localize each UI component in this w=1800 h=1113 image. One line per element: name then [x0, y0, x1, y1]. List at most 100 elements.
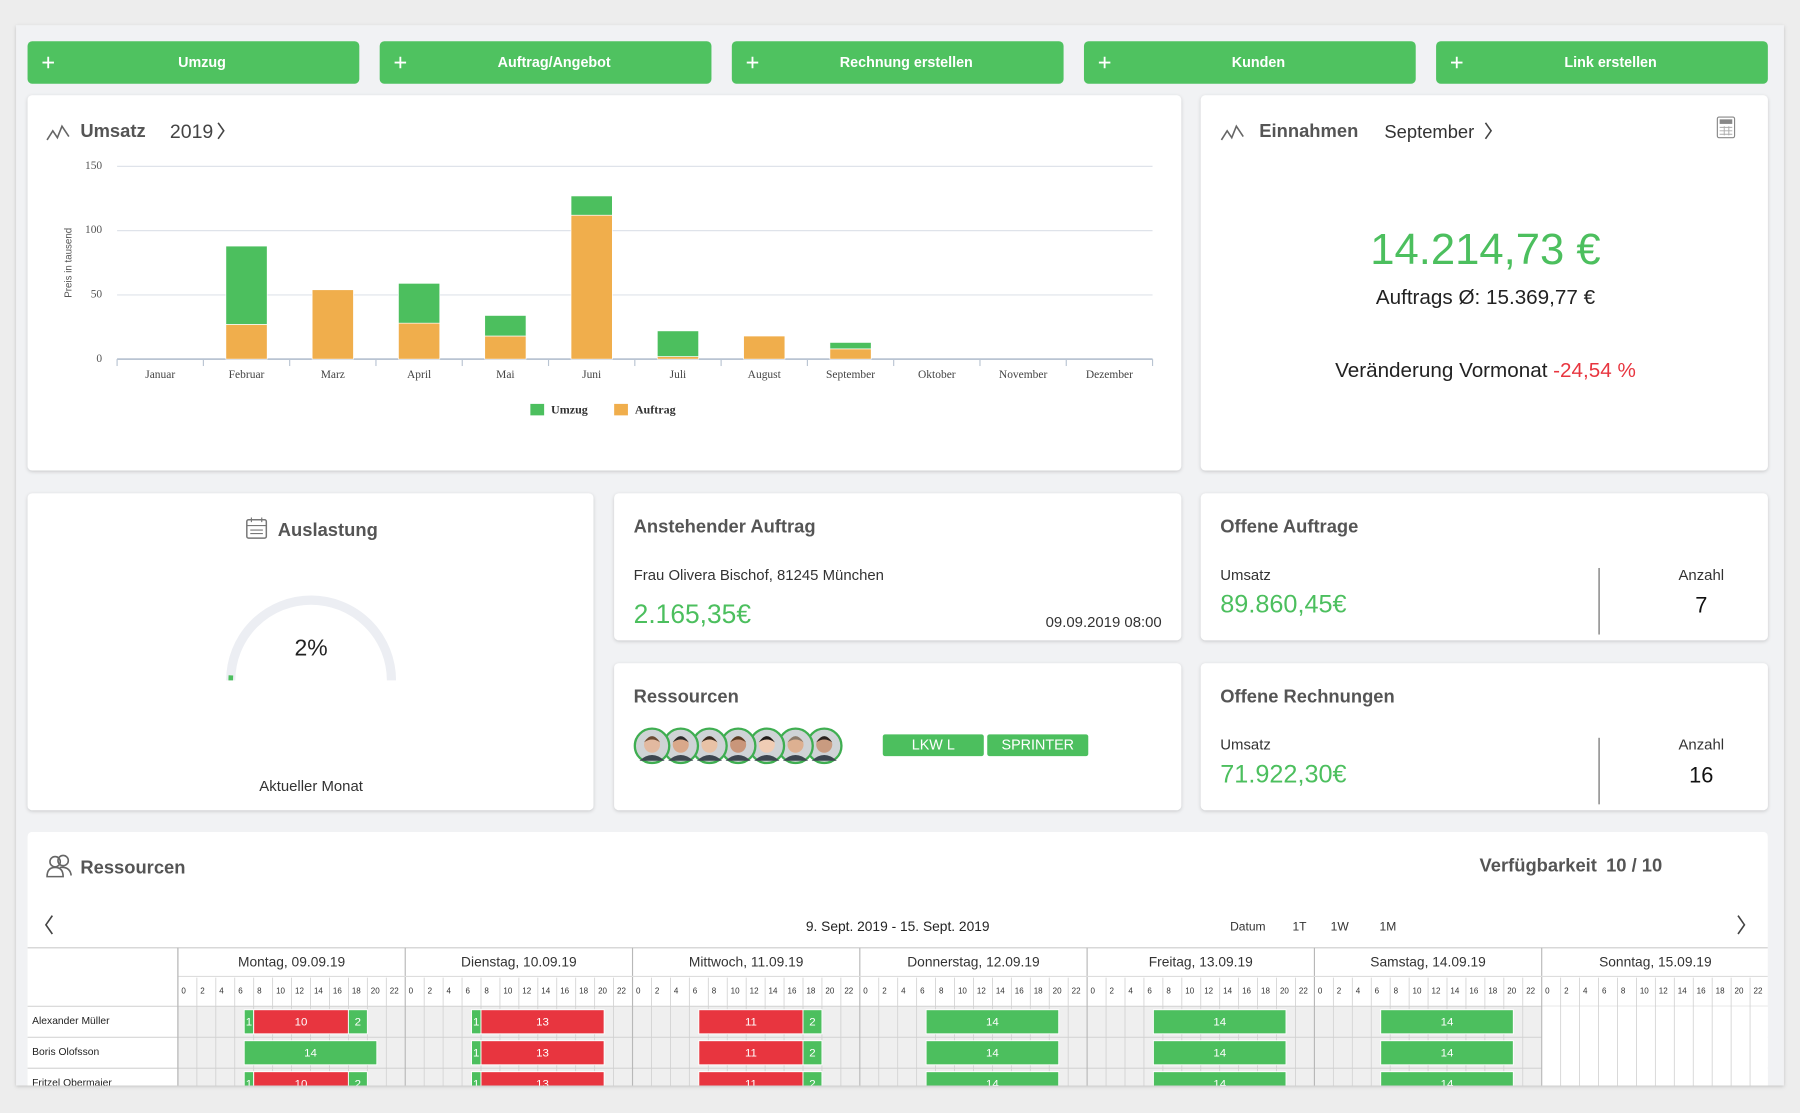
avatar[interactable] — [777, 727, 814, 765]
booking-label: 14 — [1213, 1016, 1226, 1028]
vehicle-tag[interactable] — [882, 734, 984, 757]
hour-label: 14 — [996, 986, 1005, 995]
booking-block[interactable] — [925, 1040, 1060, 1066]
booking-block[interactable] — [1152, 1040, 1287, 1066]
booking-block[interactable] — [925, 1071, 1060, 1096]
avatar-hair — [816, 736, 833, 743]
hour-label: 10 — [1413, 986, 1422, 995]
auslastung-card — [27, 493, 594, 811]
booking-block[interactable] — [480, 1009, 605, 1035]
booking-block[interactable] — [925, 1009, 1060, 1035]
booking-block[interactable] — [347, 1009, 368, 1035]
card-title: Offene Rechnungen — [1220, 685, 1394, 706]
vehicle-tag[interactable] — [987, 734, 1089, 757]
button-bg — [1083, 41, 1416, 84]
xls-icon[interactable] — [1716, 116, 1736, 139]
offene-rechnungen-card — [1200, 663, 1768, 811]
hour-label: 20 — [598, 986, 607, 995]
hour-label: 18 — [806, 986, 815, 995]
next-year[interactable] — [217, 122, 225, 140]
hour-label: 14 — [769, 986, 778, 995]
booking-block[interactable] — [253, 1009, 349, 1035]
action-button[interactable]: Kunden — [1083, 41, 1416, 84]
hour-label: 6 — [465, 986, 470, 995]
chart-period[interactable]: 2019 — [170, 121, 213, 143]
view-option[interactable]: 1M — [1380, 919, 1397, 933]
view-option[interactable]: 1T — [1292, 919, 1307, 933]
hour-label: 8 — [1621, 986, 1626, 995]
legend-swatch — [530, 403, 545, 416]
next-month[interactable] — [1484, 122, 1493, 140]
avatar[interactable] — [805, 727, 843, 765]
avatar[interactable] — [719, 727, 757, 765]
avatar-body — [639, 755, 665, 761]
hour-label: 22 — [1526, 986, 1535, 995]
booking-label: 14 — [1441, 1047, 1454, 1059]
day-label: Freitag, 13.09.19 — [1149, 954, 1253, 969]
x-tick-label: Mai — [496, 369, 514, 381]
hour-label: 4 — [1356, 986, 1361, 995]
booking-label: 2 — [809, 1047, 815, 1059]
booking-block[interactable] — [243, 1040, 378, 1066]
avatar[interactable] — [633, 727, 671, 765]
avatar[interactable] — [748, 727, 786, 765]
action-button[interactable]: Umzug — [27, 41, 360, 84]
booking-block[interactable] — [698, 1009, 804, 1035]
day-label: Sonntag, 15.09.19 — [1599, 954, 1712, 969]
booking-block[interactable] — [1380, 1040, 1514, 1066]
anzahl-value: 7 — [1695, 593, 1707, 618]
button-bg — [731, 41, 1064, 84]
booking-block[interactable] — [802, 1071, 823, 1096]
booking-block[interactable] — [802, 1040, 823, 1066]
booking-block[interactable] — [1152, 1071, 1287, 1096]
action-button[interactable]: Rechnung erstellen — [731, 41, 1064, 84]
bar — [656, 330, 699, 357]
day-label: Dienstag, 10.09.19 — [461, 954, 577, 969]
bar — [656, 356, 699, 360]
period[interactable]: September — [1384, 121, 1474, 142]
avatar-hair — [644, 736, 661, 743]
x-tick-label: Juli — [670, 369, 687, 381]
bar — [311, 289, 354, 360]
umsatz-label: Umsatz — [1220, 738, 1271, 754]
booking-block[interactable] — [1380, 1009, 1514, 1035]
booking-block[interactable] — [1380, 1071, 1514, 1096]
booking-block[interactable] — [1152, 1009, 1287, 1035]
einnahmen-card — [1200, 95, 1768, 471]
booking-label: 2 — [355, 1078, 361, 1090]
booking-block[interactable] — [802, 1009, 823, 1035]
hour-label: 6 — [1602, 986, 1607, 995]
booking-label: 14 — [986, 1078, 999, 1090]
action-button[interactable]: Link erstellen — [1436, 41, 1768, 84]
view-option[interactable]: Datum — [1230, 919, 1265, 933]
booking-block[interactable] — [347, 1071, 368, 1096]
hour-label: 16 — [1015, 986, 1024, 995]
hour-label: 16 — [1242, 986, 1251, 995]
booking-block[interactable] — [480, 1071, 605, 1096]
hour-label: 0 — [1091, 986, 1096, 995]
avatar-body — [754, 755, 780, 761]
view-option[interactable]: 1W — [1331, 919, 1350, 933]
day-label: Mittwoch, 11.09.19 — [689, 954, 804, 969]
booking-label: 1 — [246, 1078, 252, 1090]
hour-label: 2 — [1337, 986, 1342, 995]
hour-label: 2 — [200, 986, 205, 995]
previous-week[interactable] — [44, 915, 54, 935]
offene-auftraege-card — [1200, 493, 1768, 641]
hour-label: 18 — [1488, 986, 1497, 995]
action-button[interactable]: Auftrag/Angebot — [379, 41, 712, 84]
booking-block[interactable] — [480, 1040, 605, 1066]
booking-label: 14 — [1441, 1078, 1454, 1090]
avatar-face — [758, 736, 775, 753]
hour-label: 10 — [958, 986, 967, 995]
booking-label: 14 — [1213, 1078, 1226, 1090]
total: 14.214,73 € — [1370, 226, 1600, 274]
x-tick-label: November — [999, 369, 1048, 381]
next-week[interactable] — [1737, 915, 1746, 935]
avatar-hair — [730, 736, 747, 743]
hour-label: 12 — [1432, 986, 1441, 995]
y-tick-label: 100 — [85, 224, 102, 236]
booking-label: 1 — [473, 1016, 479, 1028]
bar — [225, 324, 268, 360]
